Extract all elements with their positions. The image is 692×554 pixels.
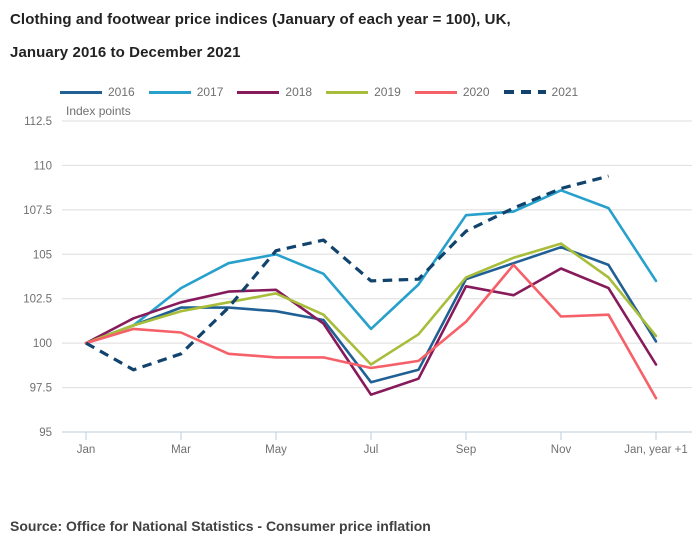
legend-swatch-2020: [414, 90, 457, 94]
x-tick-label-May: May: [265, 444, 287, 456]
series-line-2018: [84, 267, 658, 397]
legend-item-2020: 2020: [414, 85, 490, 99]
x-tick-label-Mar: Mar: [171, 444, 191, 456]
legend-item-2016: 2016: [60, 86, 135, 98]
series-line-2019: [84, 242, 658, 366]
legend-swatch-2021: [503, 90, 546, 94]
legend-swatch-2019: [326, 90, 369, 94]
legend-label-2016: 2016: [108, 85, 135, 99]
x-tick-label-Nov: Nov: [551, 444, 572, 456]
legend-label-2019: 2019: [374, 85, 401, 99]
legend-item-2019: 2019: [326, 86, 401, 98]
chart-title-line2: January 2016 to December 2021: [10, 44, 241, 61]
y-tick-label-105: 105: [33, 249, 52, 261]
legend-label-2021: 2021: [551, 85, 579, 99]
legend-label-2020: 2020: [462, 85, 490, 99]
legend-item-2018: 2018: [237, 86, 312, 98]
x-tick-label-Jan: Jan: [77, 444, 96, 456]
x-tick-label-Sep: Sep: [456, 444, 476, 456]
y-axis-unit-label: Index points: [66, 104, 131, 118]
y-tick-label-100: 100: [33, 338, 52, 350]
legend-swatch-2016: [60, 90, 102, 94]
legend-swatch-2017: [148, 90, 191, 94]
y-tick-label-97.5: 97.5: [30, 383, 52, 395]
legend-label-2017: 2017: [196, 85, 224, 99]
chart-legend: 2016 2017 2018 2019 2020 2021: [60, 84, 692, 100]
legend-item-2021: 2021: [503, 85, 579, 99]
series-line-2021: [85, 174, 609, 372]
series-line-2017: [84, 189, 658, 345]
x-tick-label-Jul: Jul: [364, 444, 379, 456]
source-attribution: Source: Office for National Statistics -…: [10, 518, 431, 534]
y-tick-label-95: 95: [39, 427, 52, 439]
legend-swatch-2018: [237, 90, 280, 94]
legend-item-2017: 2017: [148, 85, 224, 99]
x-tick-label-Jan, year +1: Jan, year +1: [624, 444, 688, 456]
series-line-2020: [84, 263, 658, 400]
y-tick-label-110: 110: [34, 160, 52, 172]
legend-label-2018: 2018: [285, 85, 313, 99]
series-line-2016: [84, 245, 658, 384]
y-tick-label-102.5: 102.5: [23, 294, 52, 306]
y-tick-label-107.5: 107.5: [23, 205, 52, 217]
y-tick-label-112.5: 112.5: [24, 116, 52, 128]
chart-title-line1: Clothing and footwear price indices (Jan…: [10, 11, 511, 28]
